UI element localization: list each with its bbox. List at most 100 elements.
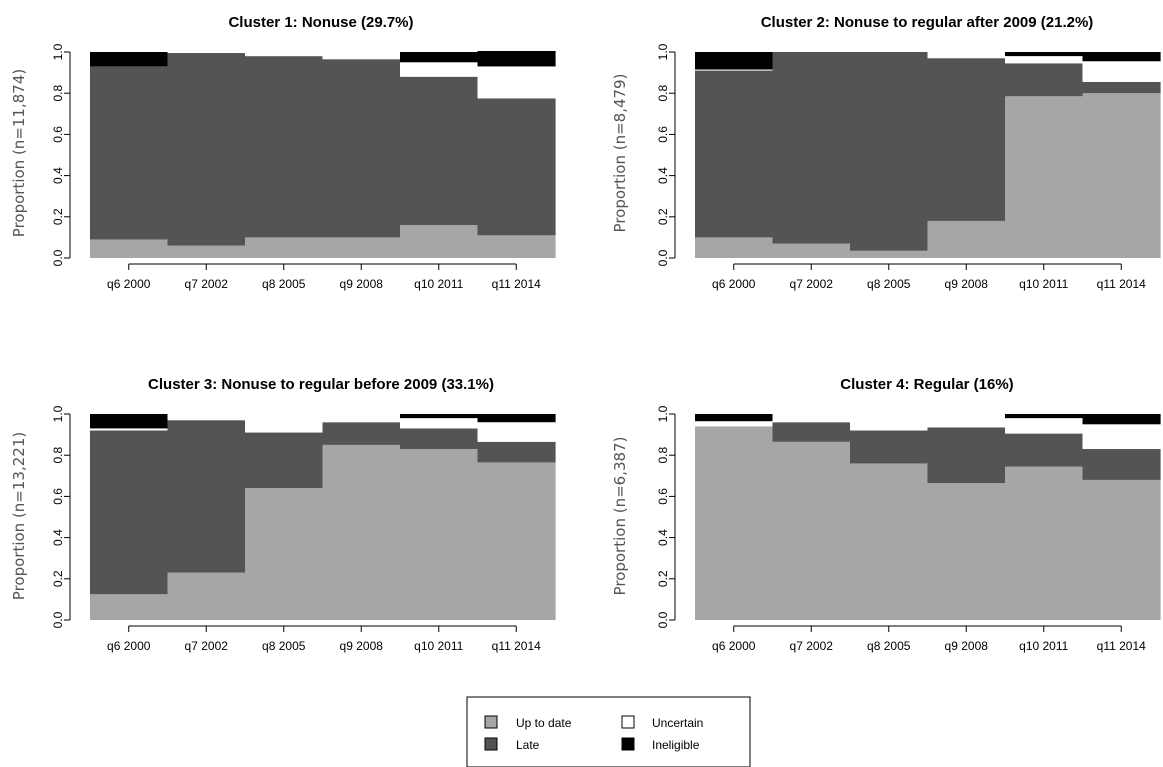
y-tick-label: 0.4 bbox=[656, 167, 670, 184]
bar-uncertain-q9-2008 bbox=[322, 52, 401, 60]
y-tick-label: 0.6 bbox=[51, 126, 65, 143]
y-tick-label: 1.0 bbox=[51, 43, 65, 60]
bar-late-q10-2011 bbox=[400, 76, 479, 226]
x-tick-label: q8 2005 bbox=[262, 639, 306, 653]
y-tick-label: 0.4 bbox=[51, 167, 65, 184]
chart-title: Cluster 2: Nonuse to regular after 2009 … bbox=[761, 14, 1094, 31]
bar-ineligible-q10-2011 bbox=[1005, 52, 1084, 57]
axes-group: 0.0 0.2 0.4 0.6 0.8 1.0 q6 2000 q7 2002 q8 2005 q… bbox=[656, 43, 1146, 291]
bar-late-q7-2002 bbox=[772, 52, 851, 244]
x-tick-label: q6 2000 bbox=[107, 277, 151, 291]
bar-ineligible-q10-2011 bbox=[1005, 414, 1084, 419]
bar-uncertain-q10-2011 bbox=[400, 418, 479, 429]
x-tick-label: q10 2011 bbox=[1019, 639, 1068, 653]
bar-up-to-date-q10-2011 bbox=[1005, 96, 1084, 258]
bar-up-to-date-q8-2005 bbox=[245, 488, 324, 620]
y-tick-label: 0.2 bbox=[656, 208, 670, 225]
legend: Up to date Uncertain Late Ineligible bbox=[466, 696, 751, 767]
y-tick-label: 0.2 bbox=[51, 570, 65, 587]
legend-swatch-uncertain bbox=[621, 715, 635, 729]
bar-up-to-date-q8-2005 bbox=[850, 250, 929, 258]
x-tick-label: q11 2014 bbox=[1097, 277, 1146, 291]
bar-up-to-date-q11-2014 bbox=[1082, 479, 1161, 620]
bar-late-q11-2014 bbox=[1082, 81, 1161, 94]
bar-late-q10-2011 bbox=[1005, 63, 1084, 97]
bar-uncertain-q10-2011 bbox=[1005, 418, 1084, 434]
y-tick-label: 0.0 bbox=[51, 611, 65, 628]
x-tick-label: q7 2002 bbox=[185, 639, 229, 653]
legend-label-uncertain: Uncertain bbox=[652, 716, 703, 730]
bar-uncertain-q11-2014 bbox=[1082, 424, 1161, 450]
x-tick-label: q10 2011 bbox=[414, 639, 463, 653]
bar-late-q9-2008 bbox=[322, 59, 401, 238]
y-tick-label: 1.0 bbox=[51, 405, 65, 422]
bar-uncertain-q11-2014 bbox=[477, 422, 556, 442]
x-tick-label: q8 2005 bbox=[262, 277, 306, 291]
chart-title: Cluster 4: Regular (16%) bbox=[840, 376, 1013, 393]
bar-uncertain-q9-2008 bbox=[927, 52, 1006, 59]
x-tick-label: q9 2008 bbox=[340, 277, 384, 291]
legend-label-ineligible: Ineligible bbox=[652, 738, 700, 752]
bar-ineligible-q6-2000 bbox=[90, 414, 169, 429]
bar-late-q10-2011 bbox=[1005, 433, 1084, 467]
bar-up-to-date-q6-2000 bbox=[695, 237, 774, 258]
y-tick-label: 0.6 bbox=[656, 126, 670, 143]
bar-up-to-date-q6-2000 bbox=[695, 426, 774, 620]
bar-late-q6-2000 bbox=[90, 430, 169, 595]
bars-group bbox=[90, 50, 556, 258]
x-tick-label: q11 2014 bbox=[1097, 639, 1146, 653]
x-tick-label: q11 2014 bbox=[492, 639, 541, 653]
bar-ineligible-q6-2000 bbox=[695, 52, 774, 70]
bar-up-to-date-q9-2008 bbox=[927, 483, 1006, 620]
bar-late-q9-2008 bbox=[322, 422, 401, 445]
bar-ineligible-q6-2000 bbox=[90, 52, 169, 67]
bar-up-to-date-q7-2002 bbox=[772, 243, 851, 258]
x-tick-label: q11 2014 bbox=[492, 277, 541, 291]
bar-uncertain-q9-2008 bbox=[927, 414, 1006, 428]
y-axis-title: Proportion (n=11,874) bbox=[10, 69, 28, 237]
y-tick-label: 0.0 bbox=[51, 249, 65, 266]
bar-up-to-date-q8-2005 bbox=[245, 237, 324, 258]
bar-ineligible-q10-2011 bbox=[400, 414, 479, 419]
bar-ineligible-q10-2011 bbox=[400, 52, 479, 63]
y-tick-label: 0.8 bbox=[656, 85, 670, 102]
legend-swatch-up-to-date bbox=[484, 715, 498, 729]
y-axis-title: Proportion (n=6,387) bbox=[611, 437, 629, 596]
axes-group: 0.0 0.2 0.4 0.6 0.8 1.0 q6 2000 q7 2002 q8 2005 q… bbox=[51, 405, 541, 653]
x-tick-label: q10 2011 bbox=[1019, 277, 1068, 291]
y-tick-label: 0.0 bbox=[656, 249, 670, 266]
bar-up-to-date-q8-2005 bbox=[850, 463, 929, 620]
x-tick-label: q8 2005 bbox=[867, 277, 911, 291]
bar-late-q8-2005 bbox=[850, 52, 929, 251]
y-tick-label: 0.2 bbox=[656, 570, 670, 587]
bar-ineligible-q11-2014 bbox=[477, 414, 556, 423]
bars-group bbox=[695, 414, 1161, 620]
bar-uncertain-q8-2005 bbox=[245, 52, 324, 57]
bar-up-to-date-q11-2014 bbox=[1082, 93, 1161, 258]
panel-cluster-4: Cluster 4: Regular (16%) Proportion (n=6… bbox=[611, 376, 1161, 653]
bar-late-q6-2000 bbox=[695, 70, 774, 238]
bar-ineligible-q11-2014 bbox=[1082, 52, 1161, 62]
bar-up-to-date-q11-2014 bbox=[477, 462, 556, 620]
axes-group: 0.0 0.2 0.4 0.6 0.8 1.0 q6 2000 q7 2002 q8 2005 q… bbox=[656, 405, 1146, 653]
x-tick-label: q10 2011 bbox=[414, 277, 463, 291]
bar-up-to-date-q10-2011 bbox=[400, 449, 479, 620]
panel-cluster-2: Cluster 2: Nonuse to regular after 2009 … bbox=[611, 14, 1161, 291]
bar-uncertain-q6-2000 bbox=[695, 69, 774, 71]
bar-late-q9-2008 bbox=[927, 427, 1006, 484]
x-tick-label: q7 2002 bbox=[790, 639, 834, 653]
y-tick-label: 0.8 bbox=[51, 447, 65, 464]
x-tick-label: q9 2008 bbox=[340, 639, 384, 653]
legend-swatch-late bbox=[484, 737, 498, 751]
bar-up-to-date-q9-2008 bbox=[322, 237, 401, 258]
bar-late-q9-2008 bbox=[927, 58, 1006, 221]
bar-up-to-date-q10-2011 bbox=[400, 225, 479, 258]
x-tick-label: q9 2008 bbox=[945, 277, 989, 291]
bar-late-q11-2014 bbox=[1082, 449, 1161, 480]
bars-group bbox=[695, 52, 1161, 258]
x-tick-label: q6 2000 bbox=[107, 639, 151, 653]
bar-late-q8-2005 bbox=[850, 430, 929, 464]
bar-up-to-date-q6-2000 bbox=[90, 239, 169, 258]
panel-cluster-1: Cluster 1: Nonuse (29.7%) Proportion (n=… bbox=[10, 14, 556, 291]
